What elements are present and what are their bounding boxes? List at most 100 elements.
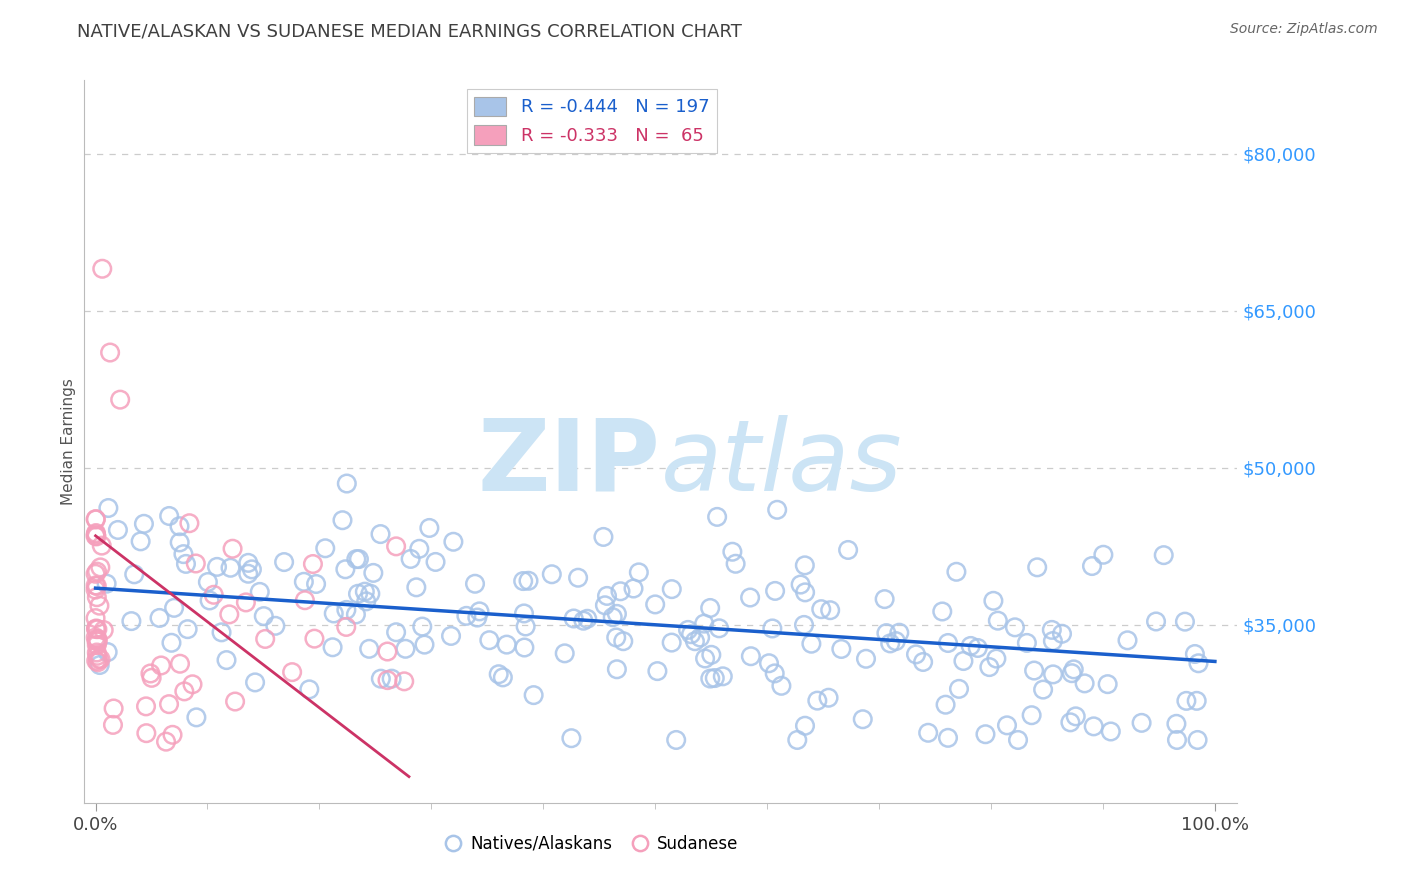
Point: [830, 642, 852, 657]
Point: [711, 669, 734, 683]
Point: [107, 523, 129, 537]
Point: [540, 567, 562, 582]
Point: [129, 534, 152, 549]
Point: [254, 632, 277, 646]
Point: [873, 592, 896, 607]
Point: [986, 651, 1008, 665]
Point: [515, 619, 537, 633]
Point: [96, 576, 118, 591]
Point: [89, 658, 111, 673]
Point: [721, 545, 744, 559]
Point: [335, 562, 357, 576]
Point: [184, 557, 207, 571]
Point: [1024, 664, 1046, 678]
Point: [852, 712, 875, 726]
Point: [87, 655, 110, 669]
Point: [335, 603, 357, 617]
Point: [683, 634, 706, 648]
Point: [394, 674, 416, 689]
Point: [176, 622, 198, 636]
Point: [219, 561, 242, 575]
Point: [84, 622, 107, 636]
Point: [84, 611, 107, 625]
Point: [86, 529, 108, 543]
Point: [770, 679, 793, 693]
Point: [344, 607, 367, 622]
Point: [707, 621, 730, 635]
Point: [492, 670, 515, 684]
Point: [855, 652, 877, 666]
Point: [408, 541, 430, 556]
Point: [948, 681, 970, 696]
Point: [763, 583, 786, 598]
Point: [173, 684, 195, 698]
Point: [794, 585, 817, 599]
Point: [89, 599, 111, 613]
Point: [952, 654, 974, 668]
Point: [1021, 708, 1043, 723]
Point: [560, 731, 582, 746]
Point: [572, 614, 595, 628]
Point: [987, 614, 1010, 628]
Point: [385, 625, 408, 640]
Point: [84, 512, 107, 526]
Point: [966, 640, 988, 655]
Point: [740, 649, 762, 664]
Point: [86, 565, 108, 579]
Point: [693, 616, 716, 631]
Point: [335, 620, 357, 634]
Point: [84, 512, 107, 526]
Point: [249, 585, 271, 599]
Point: [122, 567, 145, 582]
Point: [139, 666, 162, 681]
Point: [370, 672, 392, 686]
Point: [936, 731, 959, 745]
Point: [150, 658, 173, 673]
Point: [394, 641, 416, 656]
Point: [411, 619, 433, 633]
Point: [974, 727, 997, 741]
Point: [905, 648, 928, 662]
Point: [347, 587, 370, 601]
Point: [205, 560, 228, 574]
Point: [157, 508, 180, 523]
Point: [789, 577, 811, 591]
Point: [174, 557, 197, 571]
Point: [354, 594, 377, 608]
Point: [240, 562, 263, 576]
Point: [468, 604, 491, 618]
Point: [1187, 733, 1209, 747]
Point: [810, 602, 832, 616]
Point: [181, 677, 204, 691]
Point: [425, 555, 447, 569]
Point: [84, 529, 107, 543]
Point: [1064, 709, 1087, 723]
Point: [576, 612, 599, 626]
Point: [523, 688, 546, 702]
Point: [478, 633, 501, 648]
Point: [917, 726, 939, 740]
Point: [87, 652, 110, 666]
Point: [562, 611, 585, 625]
Point: [1130, 715, 1153, 730]
Point: [763, 666, 786, 681]
Point: [108, 392, 131, 407]
Point: [593, 599, 616, 613]
Point: [86, 579, 108, 593]
Point: [689, 631, 711, 645]
Point: [1092, 548, 1115, 562]
Point: [945, 565, 967, 579]
Point: [605, 631, 627, 645]
Point: [681, 627, 703, 641]
Point: [1185, 694, 1208, 708]
Point: [1060, 666, 1083, 681]
Point: [983, 594, 1005, 608]
Point: [90, 539, 112, 553]
Point: [567, 571, 589, 585]
Point: [87, 634, 110, 648]
Point: [377, 673, 399, 687]
Point: [322, 607, 344, 621]
Point: [889, 625, 911, 640]
Point: [935, 698, 957, 712]
Point: [202, 588, 225, 602]
